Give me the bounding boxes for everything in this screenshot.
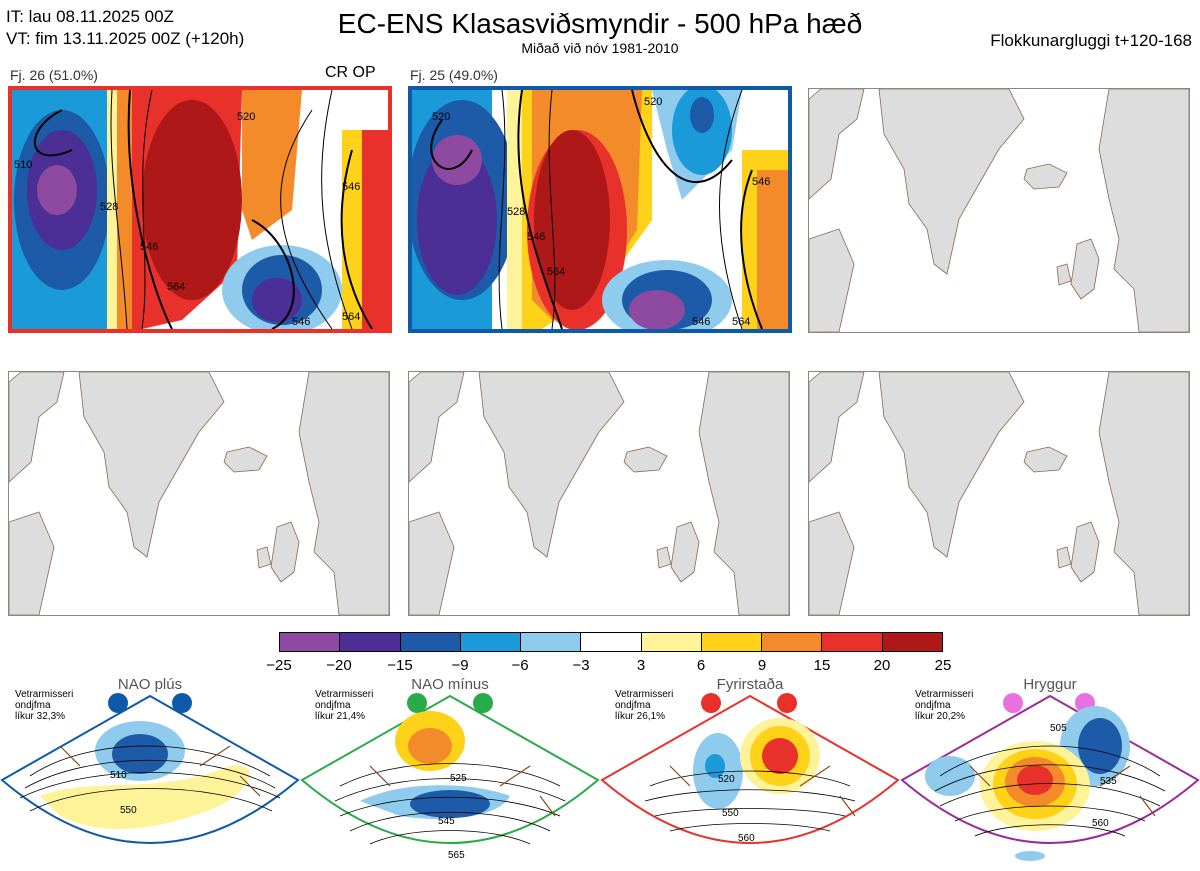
regime-dot: [407, 693, 427, 713]
contour-label: 564: [732, 316, 750, 328]
contour-label: 505: [1050, 723, 1067, 734]
regime-name: Fyrirstaða: [716, 676, 784, 693]
colorbar-tick: 6: [696, 657, 706, 674]
contour-label: 546: [140, 241, 158, 253]
contour-label: 525: [450, 773, 467, 784]
empty-panel-6: [808, 371, 1190, 616]
contour-label: 510: [14, 159, 32, 171]
page-subtitle: Miðað við nóv 1981-2010: [521, 40, 679, 56]
regime-info: Vetrarmisseri ondjfma líkur 20,2%: [915, 689, 974, 722]
contour-label: 560: [1092, 818, 1109, 829]
colorbar-bin: [701, 633, 763, 651]
regime-name: NAO plús: [117, 676, 183, 693]
cluster-panel-2[interactable]: 520 520 528 546 564 546 546 564: [408, 86, 792, 333]
regime-nao-minus: NAO mínus Vetrarmisseri ondjfma líkur 21,4…: [300, 676, 600, 871]
panel-1-label: Fj. 26 (51.0%): [10, 67, 98, 83]
colorbar-bin: [581, 633, 642, 651]
colorbar-bin: [280, 633, 341, 651]
empty-panel-4: [8, 371, 390, 616]
colorbar-tick: −20: [326, 657, 352, 674]
regime-dot: [473, 693, 493, 713]
colorbar-bin: [882, 633, 942, 651]
regime-info: Vetrarmisseri ondjfma líkur 32,3%: [15, 689, 74, 722]
colorbar: [279, 632, 943, 652]
contour-label: 564: [167, 281, 185, 293]
contour-label: 564: [547, 266, 565, 278]
regime-blocking: Fyrirstaða Vetrarmisseri ondjfma líkur 26,…: [600, 676, 900, 871]
colorbar-tick: 20: [873, 657, 891, 674]
contour-label: 560: [738, 833, 755, 844]
regime-dot: [701, 693, 721, 713]
regime-name: NAO mínus: [411, 676, 489, 693]
regime-info: Vetrarmisseri ondjfma líkur 26,1%: [615, 689, 674, 722]
colorbar-tick: −6: [511, 657, 529, 674]
contour-label: 546: [752, 176, 770, 188]
colorbar-bin: [340, 633, 401, 651]
regime-nao-plus: NAO plús Vetrarmisseri ondjfma líkur 32,3%…: [0, 676, 300, 871]
contour-label: 520: [237, 111, 255, 123]
regime-name: Hryggur: [1023, 676, 1077, 693]
regime-dot: [172, 693, 192, 713]
contour-label: 550: [722, 808, 739, 819]
empty-panel-3: [808, 88, 1190, 333]
contour-label: 550: [120, 805, 137, 816]
colorbar-bin: [822, 633, 883, 651]
contour-label: 520: [432, 111, 450, 123]
header-left: IT: lau 08.11.2025 00Z VT: fim 13.11.202…: [6, 6, 244, 50]
valid-time: VT: fim 13.11.2025 00Z (+120h): [6, 29, 245, 48]
contour-label: 565: [448, 850, 465, 861]
colorbar-bin: [762, 633, 823, 651]
colorbar-bin: [521, 633, 582, 651]
cluster-1-map: 520 510 528 546 546 564 546 564: [12, 90, 388, 329]
empty-panel-5: [408, 371, 790, 616]
colorbar-tick: 15: [813, 657, 831, 674]
colorbar-tick: −9: [451, 657, 469, 674]
colorbar-tick: 25: [934, 657, 952, 674]
regime-dot: [108, 693, 128, 713]
contour-label: 520: [718, 774, 735, 785]
colorbar-tick: −3: [572, 657, 590, 674]
regime-dot: [777, 693, 797, 713]
cluster-panel-1[interactable]: 520 510 528 546 546 564 546 564: [8, 86, 392, 333]
init-time: IT: lau 08.11.2025 00Z: [6, 7, 174, 26]
colorbar-bin: [641, 633, 702, 651]
contour-label: 535: [1100, 776, 1117, 787]
contour-label: 546: [292, 316, 310, 328]
contour-label: 546: [692, 316, 710, 328]
colorbar-tick: 9: [757, 657, 767, 674]
contour-label: 546: [527, 231, 545, 243]
colorbar-tick: 3: [636, 657, 646, 674]
regime-ridge: Hryggur Vetrarmisseri ondjfma líkur 20,2% …: [900, 676, 1200, 871]
page-title: EC-ENS Klasasviðsmyndir - 500 hPa hæð: [337, 8, 863, 39]
colorbar-tick: −15: [387, 657, 413, 674]
classification-window: Flokkunargluggi t+120-168: [990, 31, 1192, 50]
cluster-2-map: 520 520 528 546 564 546 546 564: [412, 90, 788, 329]
colorbar-bin: [400, 633, 461, 651]
colorbar-tick: −25: [266, 657, 292, 674]
contour-label: 528: [507, 206, 525, 218]
panel-2-label: Fj. 25 (49.0%): [410, 67, 498, 83]
contour-label: 545: [438, 816, 455, 827]
panel-1-tag: CR OP: [325, 64, 376, 81]
colorbar-bin: [460, 633, 522, 651]
contour-label: 528: [100, 201, 118, 213]
contour-label: 564: [342, 311, 360, 323]
contour-label: 510: [110, 770, 127, 781]
contour-label: 520: [644, 96, 662, 108]
regime-dot: [1003, 693, 1023, 713]
regime-info: Vetrarmisseri ondjfma líkur 21,4%: [315, 689, 374, 722]
contour-label: 546: [342, 181, 360, 193]
